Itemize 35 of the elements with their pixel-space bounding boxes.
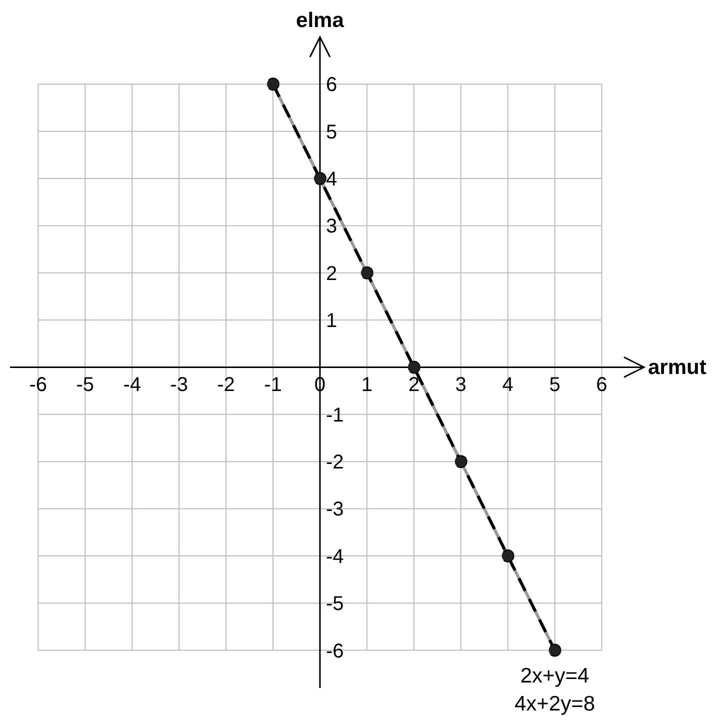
- y-tick-label: -1: [326, 404, 344, 426]
- point: [407, 360, 420, 374]
- point: [360, 266, 374, 280]
- x-tick-label: -5: [76, 374, 94, 396]
- x-tick-label: -6: [29, 374, 48, 396]
- y-tick-label: 5: [326, 121, 338, 144]
- y-tick-label: -6: [326, 640, 344, 662]
- x-tick-label: 6: [596, 374, 608, 396]
- y-tick-label: 6: [326, 74, 338, 96]
- x-axis-title: armut: [648, 356, 706, 380]
- x-tick-label: 4: [502, 374, 514, 396]
- point: [548, 644, 562, 657]
- y-tick-label: 2: [326, 262, 338, 285]
- point: [501, 549, 514, 562]
- x-tick-label: -3: [170, 374, 188, 396]
- y-tick-label: -5: [326, 593, 344, 616]
- y-tick-label: 1: [326, 310, 338, 332]
- x-tick-label: 2: [408, 374, 420, 396]
- x-tick-label: -2: [217, 374, 235, 396]
- y-tick-label: -2: [326, 452, 344, 474]
- text: 4x+2y=8: [514, 692, 596, 716]
- point: [454, 455, 468, 468]
- point: [313, 172, 326, 186]
- y-tick-label: -4: [326, 546, 344, 568]
- point: [266, 78, 280, 91]
- y-tick-label: -3: [326, 498, 344, 521]
- x-tick-label: 3: [455, 374, 466, 396]
- y-axis-title: elma: [296, 9, 344, 32]
- y-tick-label: 3: [326, 216, 338, 238]
- x-tick-label: -1: [264, 374, 282, 396]
- series-label: 2x+y=4: [520, 664, 590, 688]
- x-tick-label: 5: [549, 374, 560, 396]
- y-tick-label: 4: [326, 168, 338, 191]
- x-tick-label: -4: [123, 374, 141, 396]
- x-tick-label: 1: [361, 374, 372, 396]
